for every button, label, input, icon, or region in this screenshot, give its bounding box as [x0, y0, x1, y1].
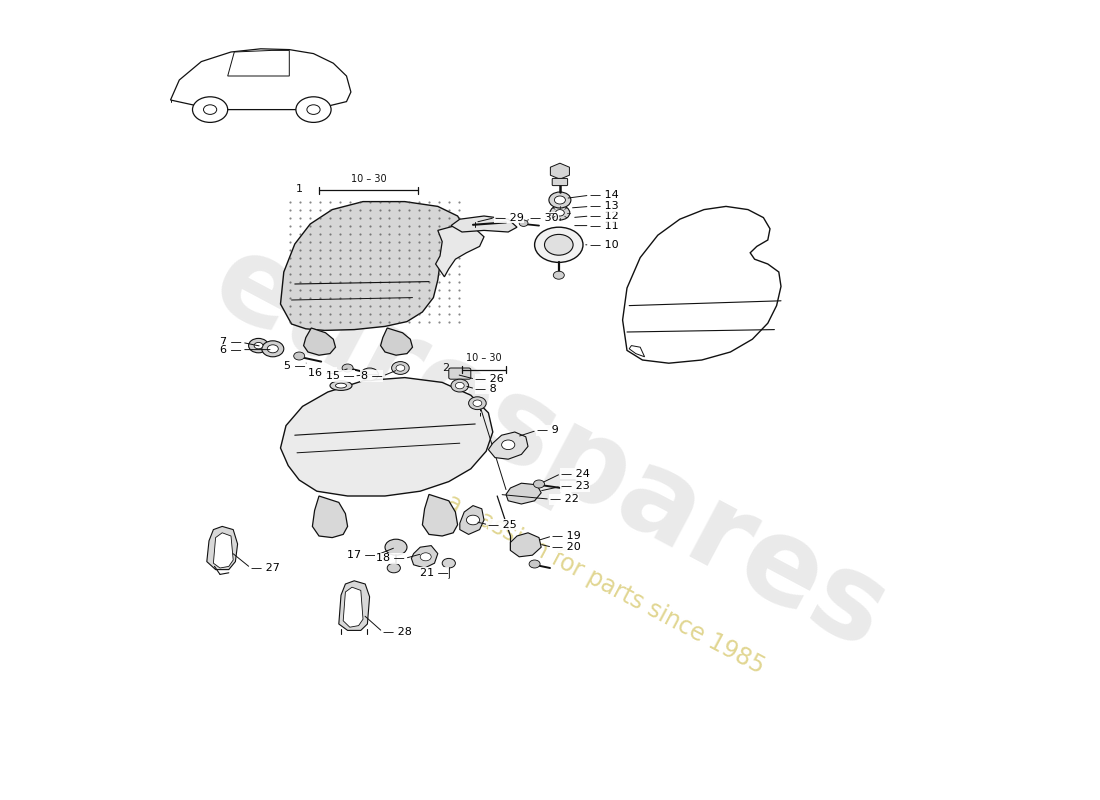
Polygon shape — [280, 378, 493, 496]
Polygon shape — [460, 506, 484, 534]
Text: — 26: — 26 — [475, 374, 504, 384]
Text: — 29: — 29 — [495, 213, 524, 222]
Text: 2: 2 — [442, 363, 449, 373]
Circle shape — [553, 271, 564, 279]
Text: — 8: — 8 — [475, 384, 497, 394]
Text: a passion for parts since 1985: a passion for parts since 1985 — [442, 490, 768, 678]
Text: — 30: — 30 — [530, 213, 559, 222]
Circle shape — [254, 342, 263, 349]
Text: 15 —: 15 — — [326, 371, 354, 381]
Circle shape — [192, 97, 228, 122]
Circle shape — [473, 400, 482, 406]
Circle shape — [451, 379, 469, 392]
Circle shape — [529, 560, 540, 568]
Text: — 10: — 10 — [590, 240, 618, 250]
Circle shape — [204, 105, 217, 114]
Polygon shape — [411, 546, 438, 568]
Circle shape — [535, 227, 583, 262]
Circle shape — [385, 539, 407, 555]
Text: — 20: — 20 — [552, 542, 581, 552]
Polygon shape — [436, 226, 484, 277]
Text: 10 – 30: 10 – 30 — [351, 174, 386, 184]
Circle shape — [466, 515, 480, 525]
Polygon shape — [506, 483, 541, 504]
Text: — 11: — 11 — [590, 221, 618, 230]
FancyBboxPatch shape — [552, 178, 568, 186]
Text: — 22: — 22 — [550, 494, 579, 504]
Polygon shape — [451, 216, 517, 232]
Circle shape — [550, 206, 570, 220]
FancyBboxPatch shape — [449, 368, 471, 379]
Text: — 23: — 23 — [561, 482, 590, 491]
Text: 10 – 30: 10 – 30 — [466, 354, 502, 363]
Text: — 12: — 12 — [590, 211, 618, 221]
Polygon shape — [213, 533, 233, 568]
Circle shape — [502, 440, 515, 450]
Polygon shape — [381, 328, 412, 355]
Circle shape — [342, 364, 353, 372]
Circle shape — [361, 368, 378, 381]
Ellipse shape — [336, 383, 346, 388]
Polygon shape — [488, 432, 528, 459]
Text: eurospares: eurospares — [194, 222, 906, 674]
Circle shape — [549, 192, 571, 208]
Text: — 28: — 28 — [383, 627, 411, 637]
Polygon shape — [550, 163, 570, 179]
Text: — 24: — 24 — [561, 469, 590, 478]
Polygon shape — [343, 587, 363, 627]
Text: 5 —: 5 — — [284, 362, 306, 371]
Circle shape — [396, 365, 405, 371]
Text: 6 —: 6 — — [220, 345, 242, 354]
Polygon shape — [228, 50, 289, 76]
Text: 1: 1 — [296, 184, 303, 194]
Circle shape — [554, 196, 565, 204]
Polygon shape — [280, 202, 466, 330]
Text: 16 —: 16 — — [308, 368, 337, 378]
Circle shape — [519, 220, 528, 226]
Text: 17 —: 17 — — [348, 550, 376, 560]
Polygon shape — [312, 496, 348, 538]
Text: 21 —: 21 — — [420, 568, 449, 578]
Circle shape — [267, 345, 278, 353]
Polygon shape — [510, 533, 541, 557]
Circle shape — [420, 553, 431, 561]
Ellipse shape — [330, 381, 352, 390]
Text: — 14: — 14 — [590, 190, 618, 200]
Circle shape — [392, 362, 409, 374]
Circle shape — [262, 341, 284, 357]
Text: — 13: — 13 — [590, 202, 618, 211]
Text: 8 —: 8 — — [361, 371, 383, 381]
Circle shape — [387, 563, 400, 573]
Text: 7 —: 7 — — [220, 338, 242, 347]
Circle shape — [249, 338, 268, 353]
Text: — 27: — 27 — [251, 563, 279, 573]
Text: 18 —: 18 — — [376, 554, 405, 563]
Circle shape — [469, 397, 486, 410]
Circle shape — [294, 352, 305, 360]
Circle shape — [544, 234, 573, 255]
Circle shape — [307, 105, 320, 114]
Polygon shape — [304, 328, 336, 355]
Circle shape — [296, 97, 331, 122]
Circle shape — [442, 558, 455, 568]
Polygon shape — [207, 526, 238, 570]
Text: — 25: — 25 — [488, 520, 517, 530]
Polygon shape — [422, 494, 458, 536]
Circle shape — [556, 210, 564, 216]
Circle shape — [455, 382, 464, 389]
Polygon shape — [170, 49, 351, 110]
Circle shape — [534, 480, 544, 488]
Polygon shape — [339, 581, 370, 630]
Text: — 9: — 9 — [537, 426, 559, 435]
Text: — 19: — 19 — [552, 531, 581, 541]
